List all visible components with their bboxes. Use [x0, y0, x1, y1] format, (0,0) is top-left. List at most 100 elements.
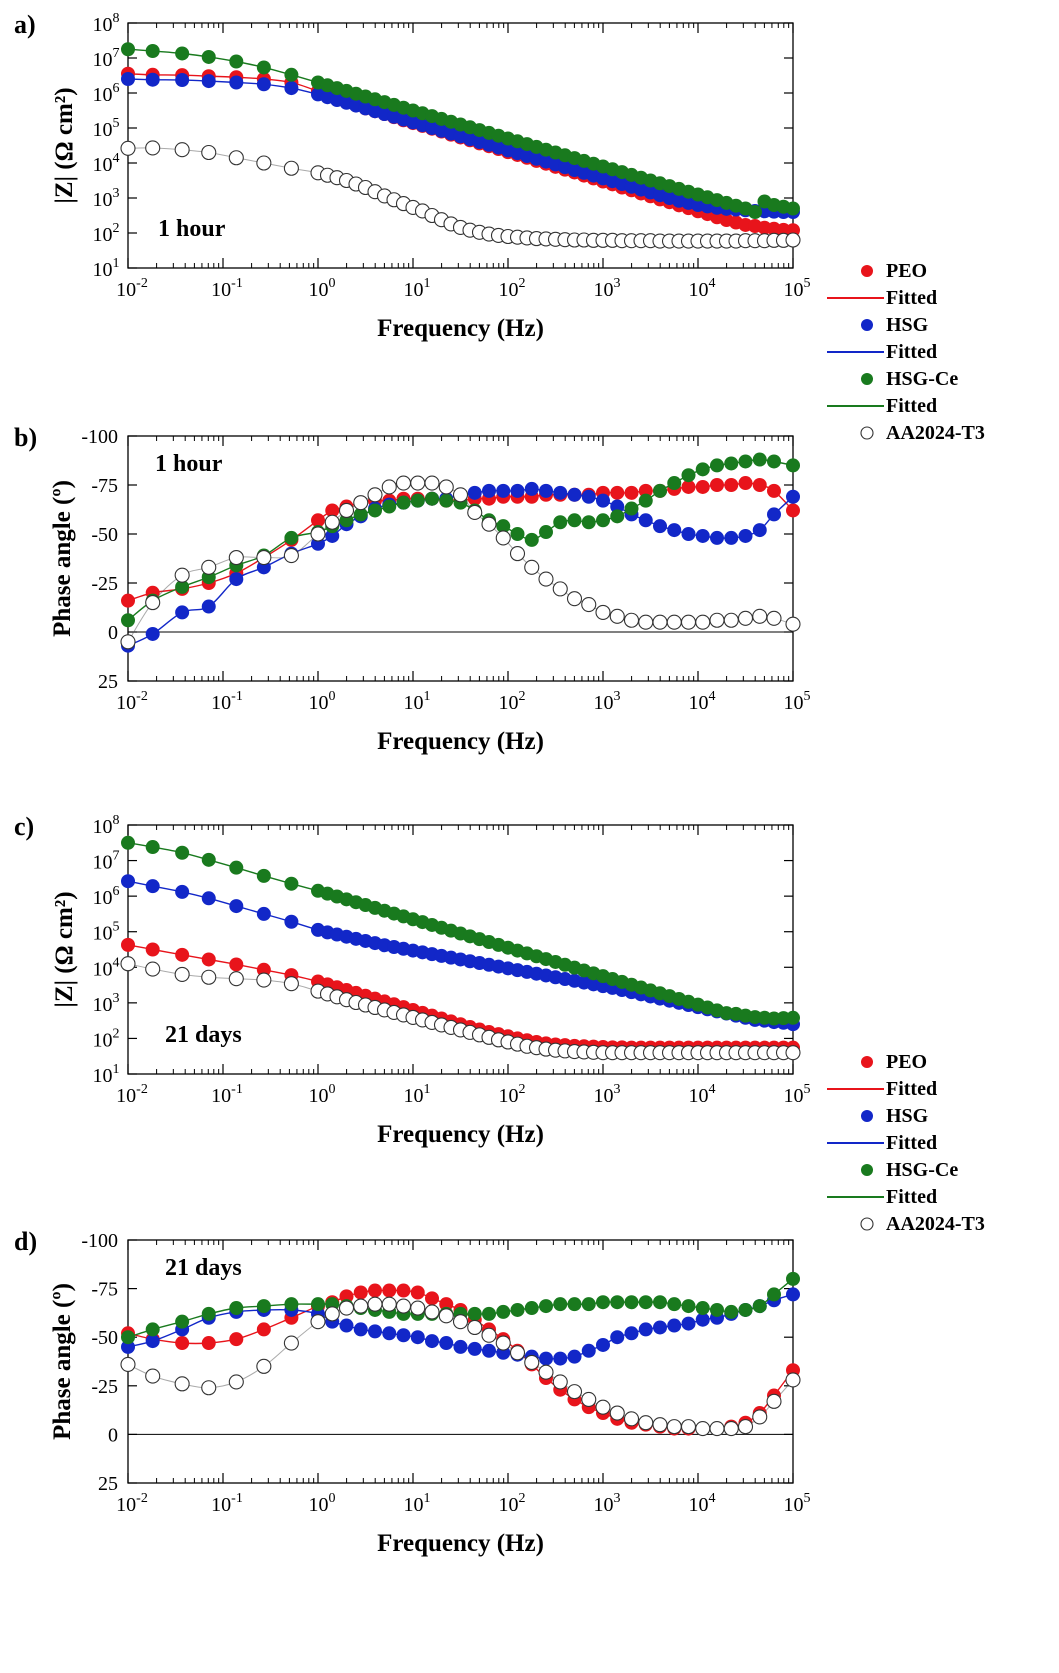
- data-point: [145, 44, 160, 58]
- data-point: [284, 876, 299, 891]
- data-point: [425, 1334, 439, 1349]
- data-point: [201, 952, 216, 967]
- data-point: [467, 1341, 482, 1356]
- data-point: [145, 595, 161, 611]
- data-point: [145, 961, 161, 977]
- data-point: [229, 572, 244, 587]
- data-point: [256, 1299, 271, 1314]
- data-point: [538, 1364, 554, 1380]
- y-axis-title: Phase angle (º): [49, 1283, 76, 1440]
- data-point: [425, 491, 439, 506]
- data-point: [482, 1306, 496, 1321]
- data-point: [567, 1297, 582, 1312]
- x-tick-label: 10-1: [211, 276, 243, 301]
- data-point: [786, 1010, 800, 1025]
- data-point: [201, 599, 216, 614]
- data-point: [581, 515, 596, 530]
- data-point: [767, 507, 781, 522]
- data-point: [680, 1419, 697, 1435]
- series-HSG-Ce: [121, 452, 800, 628]
- data-point: [785, 616, 801, 632]
- legend-label: HSG: [886, 1105, 929, 1127]
- data-point: [638, 1295, 653, 1310]
- x-tick-label: 10-1: [211, 689, 243, 714]
- data-point: [175, 884, 190, 899]
- data-point: [201, 969, 217, 985]
- legend-marker: [861, 1110, 873, 1122]
- data-point: [766, 1393, 782, 1409]
- x-tick-label: 103: [594, 689, 621, 714]
- legend-label: Fitted: [886, 1132, 937, 1154]
- data-point: [201, 1306, 216, 1321]
- data-point: [439, 1297, 454, 1312]
- data-point: [566, 1384, 583, 1400]
- data-point: [121, 835, 135, 850]
- data-point: [283, 976, 299, 992]
- data-point: [395, 1298, 412, 1314]
- data-point: [495, 530, 511, 546]
- x-tick-label: 105: [784, 689, 811, 714]
- data-point: [228, 1374, 244, 1390]
- data-point: [120, 1356, 136, 1372]
- data-point: [552, 581, 568, 597]
- data-point: [624, 1295, 639, 1310]
- series-AA2024-T3: [120, 475, 801, 650]
- data-point: [174, 142, 190, 158]
- data-point: [681, 468, 696, 483]
- data-point: [201, 852, 216, 867]
- legend-label: Fitted: [886, 287, 937, 309]
- data-point: [709, 1421, 725, 1437]
- y-tick-label: -50: [91, 1327, 118, 1349]
- data-point: [439, 493, 454, 508]
- data-point: [256, 1358, 272, 1374]
- data-point: [581, 1343, 596, 1358]
- data-point: [324, 514, 340, 530]
- x-tick-label: 10-1: [211, 1082, 243, 1107]
- legend-marker: [860, 1217, 874, 1231]
- x-axis-title: Frequency (Hz): [377, 1530, 544, 1557]
- data-point: [228, 150, 244, 166]
- x-tick-label: 101: [404, 1082, 431, 1107]
- data-point: [581, 1297, 596, 1312]
- data-point: [623, 1411, 640, 1427]
- legend-label: HSG-Ce: [886, 368, 958, 390]
- y-tick-label: -25: [91, 573, 118, 595]
- y-tick-label: 106: [93, 81, 120, 106]
- chart-panel-c: c) 10-2 10-1 100 101 102 103 104 105 101 102 103 104…: [14, 812, 811, 1148]
- data-point: [624, 485, 639, 500]
- data-point: [510, 1302, 525, 1317]
- legend-label: Fitted: [886, 395, 937, 417]
- data-point: [785, 232, 801, 248]
- y-tick-label: 25: [98, 1473, 118, 1495]
- x-tick-label: 100: [309, 1082, 336, 1107]
- data-point: [596, 493, 610, 508]
- y-tick-label: -100: [81, 1230, 118, 1252]
- legend-label: PEO: [886, 1051, 927, 1073]
- data-point: [566, 591, 583, 607]
- x-tick-label: 105: [784, 276, 811, 301]
- data-point: [596, 1337, 610, 1352]
- data-point: [145, 879, 160, 894]
- data-point: [325, 528, 340, 543]
- data-point: [410, 1300, 426, 1316]
- data-point: [353, 1285, 368, 1300]
- data-point: [481, 1327, 497, 1343]
- data-point: [229, 957, 244, 972]
- series-AA2024-T3: [120, 140, 801, 249]
- data-point: [567, 513, 582, 528]
- data-point: [256, 60, 271, 75]
- data-point: [201, 891, 216, 906]
- data-point: [709, 612, 725, 628]
- data-point: [681, 1316, 696, 1331]
- data-point: [695, 614, 711, 630]
- data-point: [786, 1271, 800, 1286]
- data-point: [396, 1283, 411, 1298]
- data-point: [283, 1335, 299, 1351]
- data-point: [624, 501, 639, 516]
- x-tick-label: 104: [689, 1082, 716, 1107]
- data-point: [381, 479, 397, 495]
- data-point: [201, 559, 217, 575]
- data-point: [424, 475, 440, 491]
- data-point: [609, 608, 625, 624]
